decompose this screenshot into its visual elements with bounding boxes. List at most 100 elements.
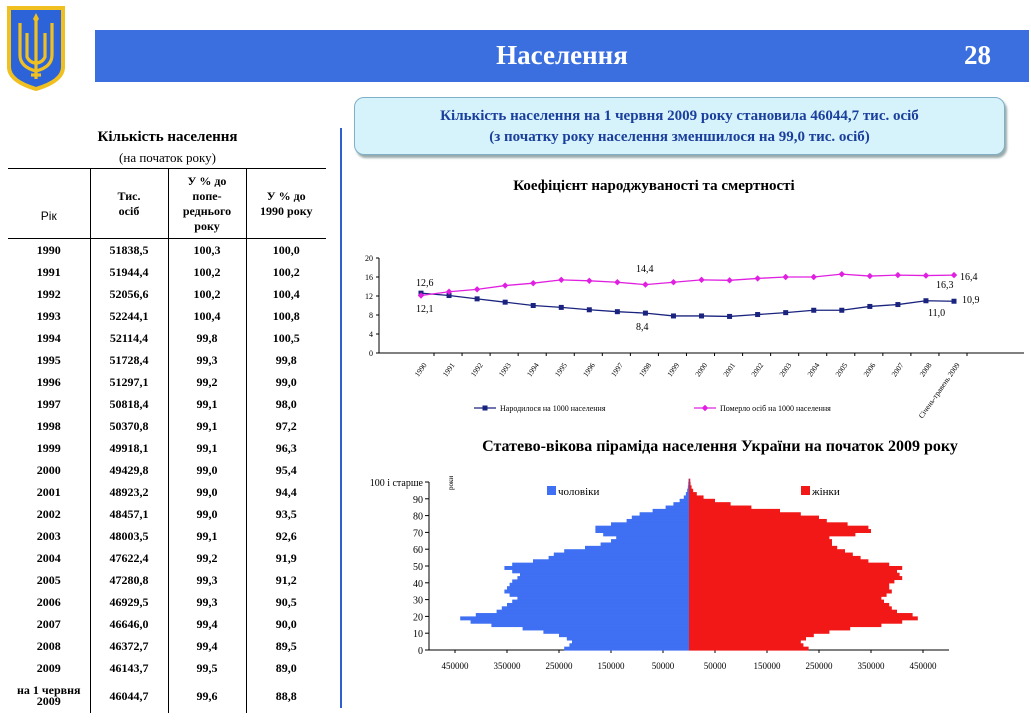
cell-pct-prev: 99,0 (167, 503, 246, 525)
cell-pct-prev: 99,3 (167, 349, 246, 371)
cell-thousands: 52056,6 (89, 283, 168, 305)
data-point (614, 279, 621, 286)
pyramid-bar (501, 606, 689, 611)
cell-year: 1996 (36, 374, 61, 389)
data-point (614, 309, 620, 315)
cell-year: 1997 (36, 396, 61, 411)
pyramid-bar (603, 532, 689, 537)
pyramid-bar (679, 498, 689, 503)
pyramid-bar (509, 592, 689, 597)
data-point (586, 277, 593, 284)
pyramid-bar (520, 572, 689, 577)
pyramid-bar (631, 515, 689, 520)
pyramid-bar (559, 633, 689, 638)
pyramid-bar (689, 515, 819, 520)
cell-thousands: 49918,1 (89, 437, 168, 459)
cell-year: 1995 (36, 352, 61, 367)
page-number: 28 (964, 40, 991, 70)
x-tick-label: 1993 (497, 361, 513, 379)
header-pct-prev: У % до попе-реднього року (167, 168, 246, 239)
pyramid-bar (689, 602, 890, 607)
pyramid-bar (611, 522, 689, 527)
pyramid-bar (496, 609, 689, 614)
y-tick-label: 12 (365, 292, 373, 301)
pyramid-bar (512, 569, 689, 574)
pyramid-bar (548, 555, 689, 560)
data-point (838, 270, 845, 278)
age-tick-label: 40 (413, 579, 423, 590)
pyramid-bar (689, 532, 856, 537)
pyramid-bar (689, 599, 884, 604)
cell-pct-prev: 99,6 (167, 679, 246, 713)
pyramid-bar (689, 555, 861, 560)
pyramid-bar (475, 613, 689, 617)
x-tick-label: 1997 (609, 361, 625, 379)
header-year: Рік (8, 168, 90, 239)
data-label: 16,3 (936, 280, 954, 291)
table-row: 1994 52114,4 99,8 100,5 (8, 327, 326, 349)
x-tick-label: 2008 (918, 361, 934, 379)
cell-thousands: 49429,8 (89, 459, 168, 481)
pyramid-bar (689, 566, 903, 570)
cell-thousands: 46646,0 (89, 613, 168, 635)
cell-thousands: 46044,7 (89, 679, 168, 713)
population-callout: Кількість населення на 1 червня 2009 рок… (354, 97, 1005, 155)
cell-year: 1998 (36, 418, 61, 433)
pyramid-bar (689, 586, 890, 591)
cell-pct-1990: 91,9 (245, 547, 326, 569)
legend-marker (701, 404, 709, 412)
x-tick-label: 2003 (777, 361, 793, 379)
pyramid-bar (569, 643, 689, 648)
data-point (642, 281, 649, 288)
pyramid-bar (517, 576, 689, 581)
cell-pct-prev: 99,3 (167, 591, 246, 613)
table-row: 1999 49918,1 99,1 96,3 (8, 437, 326, 459)
x-tick-label: 250000 (806, 661, 834, 671)
table-row: 1993 52244,1 100,4 100,8 (8, 305, 326, 327)
table-row: 1990 51838,5 100,3 100,0 (8, 238, 326, 261)
x-tick-label: 1995 (553, 361, 569, 379)
cell-year: 1993 (36, 308, 61, 323)
cell-thousands: 47280,8 (89, 569, 168, 591)
pyramid-bar (689, 485, 692, 490)
data-point (754, 275, 761, 282)
data-point (501, 282, 509, 289)
pyramid-bar (460, 616, 689, 621)
pyramid-bar (689, 643, 804, 648)
pyramid-bar (689, 495, 704, 500)
table-row: 1992 52056,6 100,2 100,4 (8, 283, 326, 305)
table-row: 1995 51728,4 99,3 99,8 (8, 349, 326, 371)
data-label: 12,1 (416, 304, 434, 315)
pyramid-bar (470, 619, 689, 624)
x-tick-label: 150000 (754, 661, 782, 671)
pyramid-bar (689, 579, 895, 584)
table-subtitle: (на початок року) (119, 150, 216, 165)
x-tick-label: 50000 (704, 661, 727, 671)
pyramid-bar (517, 596, 689, 601)
callout-line-1: Кількість населення на 1 червня 2009 рок… (440, 108, 919, 124)
series-line-1 (420, 273, 955, 297)
table-row: 2007 46646,0 99,4 90,0 (8, 613, 326, 635)
pyramid-bar (507, 602, 689, 607)
pyramid-bar (689, 502, 731, 507)
age-tick-label: 80 (413, 512, 423, 523)
cell-pct-prev: 99,1 (167, 525, 246, 547)
data-point (839, 307, 845, 313)
y-tick-label: 8 (369, 311, 373, 320)
cell-year: 2007 (36, 616, 61, 631)
table-row: 2006 46929,5 99,3 90,5 (8, 591, 326, 613)
vertical-divider (340, 128, 342, 708)
pyramid-bar (689, 482, 691, 486)
data-point (530, 279, 537, 287)
pyramid-bar (507, 586, 689, 591)
table-row: 1991 51944,4 100,2 100,2 (8, 261, 326, 283)
pyramid-bar (626, 518, 689, 523)
pyramid-bar (689, 639, 801, 644)
legend-label: жінки (811, 486, 840, 498)
cell-year: 1992 (36, 286, 61, 301)
cell-year: 1994 (36, 330, 61, 345)
pyramid-bar (689, 552, 853, 557)
x-tick-label: 1994 (525, 361, 541, 379)
legend-label: Померло осіб на 1000 населення (720, 404, 831, 413)
pyramid-bar (689, 623, 882, 628)
